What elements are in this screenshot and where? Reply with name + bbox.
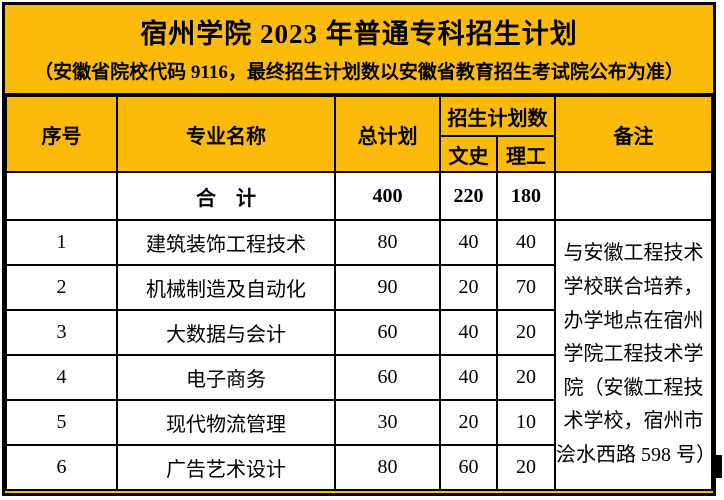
cell-major: 广告艺术设计: [116, 444, 336, 491]
col-header-remark: 备注: [554, 95, 713, 173]
table-row: 5 现代物流管理 30 20 10: [5, 399, 712, 446]
cell-liberal: 20: [439, 399, 498, 446]
admission-plan-table: 序号 专业名称 总计划 招生计划数 备注 文史 理工 合 计 400 220: [5, 95, 713, 491]
col-header-liberal-arts: 文史: [439, 135, 498, 173]
cell-science: 20: [496, 354, 556, 401]
summary-remark-empty: [554, 171, 713, 221]
col-header-index: 序号: [5, 95, 118, 173]
cell-index: 1: [5, 219, 118, 266]
summary-row: 合 计 400 220 180: [5, 171, 713, 221]
cell-major: 大数据与会计: [116, 309, 336, 356]
admission-plan-sheet: 宿州学院 2023 年普通专科招生计划 （安徽省院校代码 9116，最终招生计划…: [2, 2, 716, 496]
col-header-total: 总计划: [334, 95, 441, 173]
col-header-science: 理工: [496, 135, 556, 173]
cell-liberal: 40: [439, 354, 498, 401]
page-subtitle: （安徽省院校代码 9116，最终招生计划数以安徽省教育招生考试院公布为准）: [5, 57, 713, 95]
cell-total: 80: [334, 444, 441, 491]
cell-index: 2: [5, 264, 118, 311]
remark-cell: 与安徽工程技术学校联合培养，办学地点在宿州学院工程技术学院（安徽工程技术学校，宿…: [554, 219, 713, 491]
cell-liberal: 20: [439, 264, 498, 311]
summary-label: 合 计: [116, 171, 336, 221]
table-row: 3 大数据与会计 60 40 20: [5, 309, 712, 356]
cell-total: 60: [334, 354, 441, 401]
cell-index: 3: [5, 309, 118, 356]
cell-index: 6: [5, 444, 118, 491]
summary-total: 400: [334, 171, 441, 221]
cell-major: 电子商务: [116, 354, 336, 401]
cell-science: 20: [496, 309, 556, 356]
table-row: 1 建筑装饰工程技术 80 40 40 与安徽工程技术学校联合培养，办学地点在宿…: [5, 219, 713, 491]
table-row: 2 机械制造及自动化 90 20 70: [5, 264, 712, 311]
cell-major: 建筑装饰工程技术: [116, 219, 336, 266]
header-row-top: 序号 专业名称 总计划 招生计划数 备注: [5, 95, 713, 173]
cell-science: 20: [496, 444, 556, 491]
cell-science: 70: [496, 264, 556, 311]
cell-index: 5: [5, 399, 118, 446]
cell-total: 30: [334, 399, 441, 446]
cell-index: 4: [5, 354, 118, 401]
table-row: 6 广告艺术设计 80 60 20: [5, 444, 712, 491]
page-title: 宿州学院 2023 年普通专科招生计划: [140, 18, 578, 49]
cell-science: 10: [496, 399, 556, 446]
cell-total: 60: [334, 309, 441, 356]
cell-science: 40: [496, 219, 556, 266]
cell-total: 90: [334, 264, 441, 311]
cell-liberal: 60: [439, 444, 498, 491]
col-header-plan-group: 招生计划数: [439, 95, 556, 137]
cell-liberal: 40: [439, 219, 498, 266]
cell-liberal: 40: [439, 309, 498, 356]
summary-index-empty: [5, 171, 118, 221]
cursor-artifact: [716, 455, 722, 478]
col-header-major: 专业名称: [116, 95, 336, 173]
summary-science: 180: [496, 171, 556, 221]
cell-major: 机械制造及自动化: [116, 264, 336, 311]
summary-liberal: 220: [439, 171, 498, 221]
header-row-sub: 文史 理工: [6, 135, 712, 173]
cell-major: 现代物流管理: [116, 399, 336, 446]
cell-total: 80: [334, 219, 441, 266]
table-row: 4 电子商务 60 40 20: [5, 354, 712, 401]
